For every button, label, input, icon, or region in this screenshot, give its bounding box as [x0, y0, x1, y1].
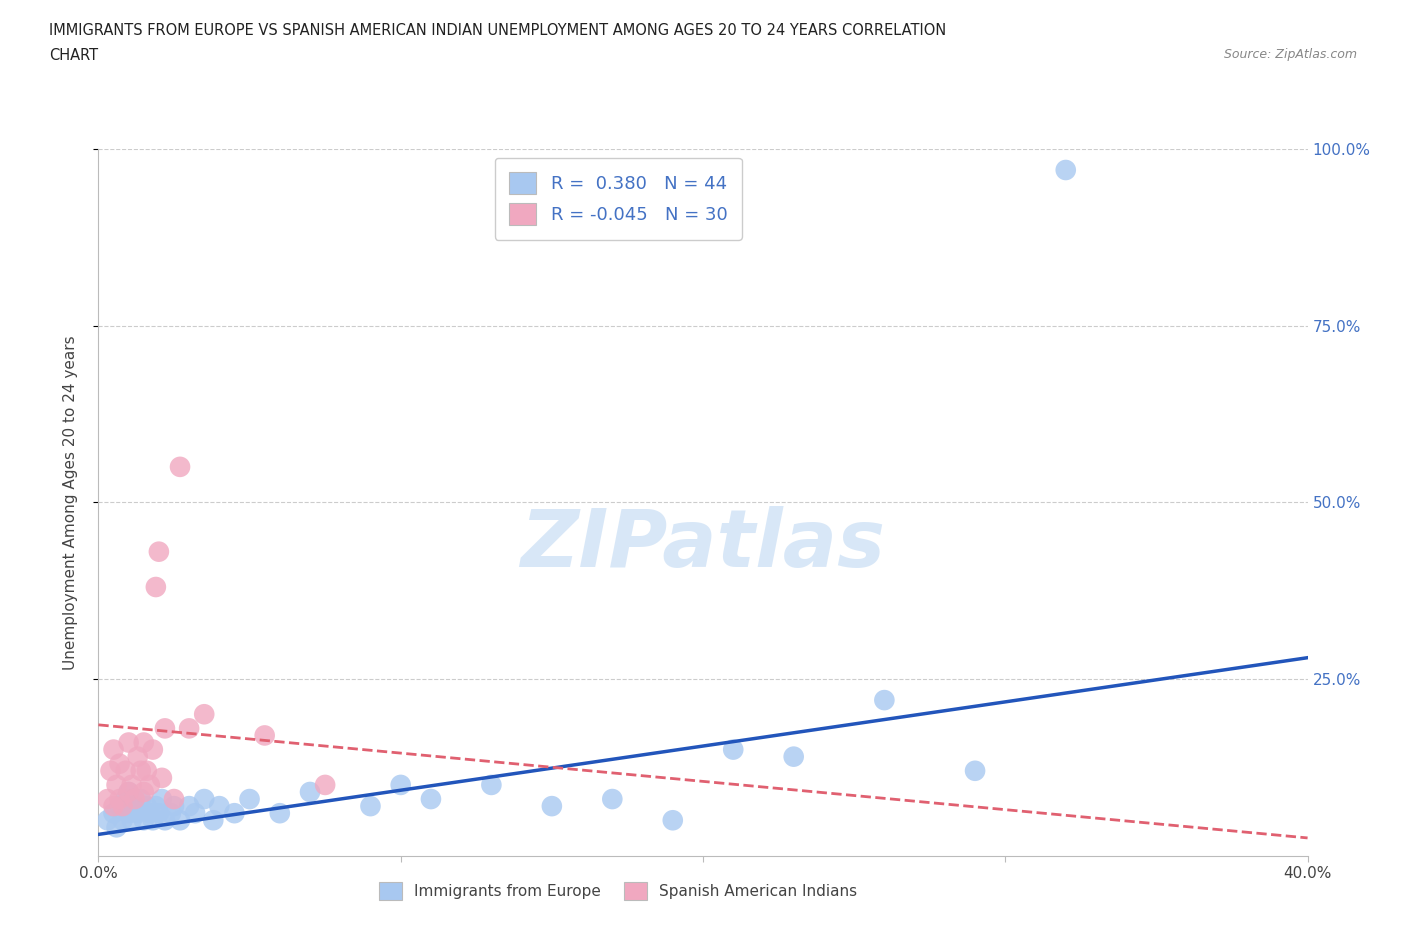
Point	[96, 791, 118, 806]
Point	[111, 799, 134, 814]
Point	[127, 805, 149, 820]
Point	[662, 813, 685, 828]
Point	[299, 785, 322, 800]
Point	[169, 459, 191, 474]
Point	[540, 799, 562, 814]
Point	[602, 791, 624, 806]
Point	[965, 764, 987, 778]
Text: Source: ZipAtlas.com: Source: ZipAtlas.com	[1223, 48, 1357, 61]
Point	[253, 728, 276, 743]
Point	[118, 805, 141, 820]
Point	[139, 777, 162, 792]
Point	[1054, 163, 1077, 178]
Point	[150, 791, 173, 806]
Point	[129, 791, 152, 806]
Point	[150, 770, 173, 785]
Point	[208, 799, 231, 814]
Point	[193, 707, 215, 722]
Point	[239, 791, 262, 806]
Point	[129, 764, 152, 778]
Point	[118, 785, 141, 800]
Point	[111, 813, 134, 828]
Point	[124, 799, 146, 814]
Point	[163, 791, 186, 806]
Y-axis label: Unemployment Among Ages 20 to 24 years: Unemployment Among Ages 20 to 24 years	[63, 335, 77, 670]
Point	[118, 785, 141, 800]
Point	[160, 805, 183, 820]
Point	[108, 756, 131, 771]
Point	[96, 813, 118, 828]
Point	[135, 764, 157, 778]
Point	[148, 805, 170, 820]
Point	[148, 544, 170, 559]
Point	[360, 799, 382, 814]
Point	[132, 813, 155, 828]
Point	[389, 777, 412, 792]
Point	[103, 799, 125, 814]
Point	[481, 777, 503, 792]
Text: IMMIGRANTS FROM EUROPE VS SPANISH AMERICAN INDIAN UNEMPLOYMENT AMONG AGES 20 TO : IMMIGRANTS FROM EUROPE VS SPANISH AMERIC…	[49, 23, 946, 38]
Legend: Immigrants from Europe, Spanish American Indians: Immigrants from Europe, Spanish American…	[371, 874, 865, 908]
Point	[105, 820, 128, 835]
Point	[420, 791, 443, 806]
Point	[193, 791, 215, 806]
Point	[783, 750, 806, 764]
Point	[132, 785, 155, 800]
Point	[114, 791, 136, 806]
Point	[132, 735, 155, 750]
Point	[142, 813, 165, 828]
Point	[142, 742, 165, 757]
Point	[114, 764, 136, 778]
Text: ZIPatlas: ZIPatlas	[520, 506, 886, 584]
Point	[153, 721, 176, 736]
Point	[139, 805, 162, 820]
Point	[169, 813, 191, 828]
Text: CHART: CHART	[49, 48, 98, 63]
Point	[145, 799, 167, 814]
Point	[108, 799, 131, 814]
Point	[314, 777, 336, 792]
Point	[118, 735, 141, 750]
Point	[202, 813, 225, 828]
Point	[179, 721, 201, 736]
Point	[184, 805, 207, 820]
Point	[103, 742, 125, 757]
Point	[121, 813, 143, 828]
Point	[179, 799, 201, 814]
Point	[153, 813, 176, 828]
Point	[121, 777, 143, 792]
Point	[163, 799, 186, 814]
Point	[124, 791, 146, 806]
Point	[224, 805, 246, 820]
Point	[108, 791, 131, 806]
Point	[127, 750, 149, 764]
Point	[873, 693, 896, 708]
Point	[269, 805, 291, 820]
Point	[145, 579, 167, 594]
Point	[103, 805, 125, 820]
Point	[135, 799, 157, 814]
Point	[100, 764, 122, 778]
Point	[105, 777, 128, 792]
Point	[723, 742, 745, 757]
